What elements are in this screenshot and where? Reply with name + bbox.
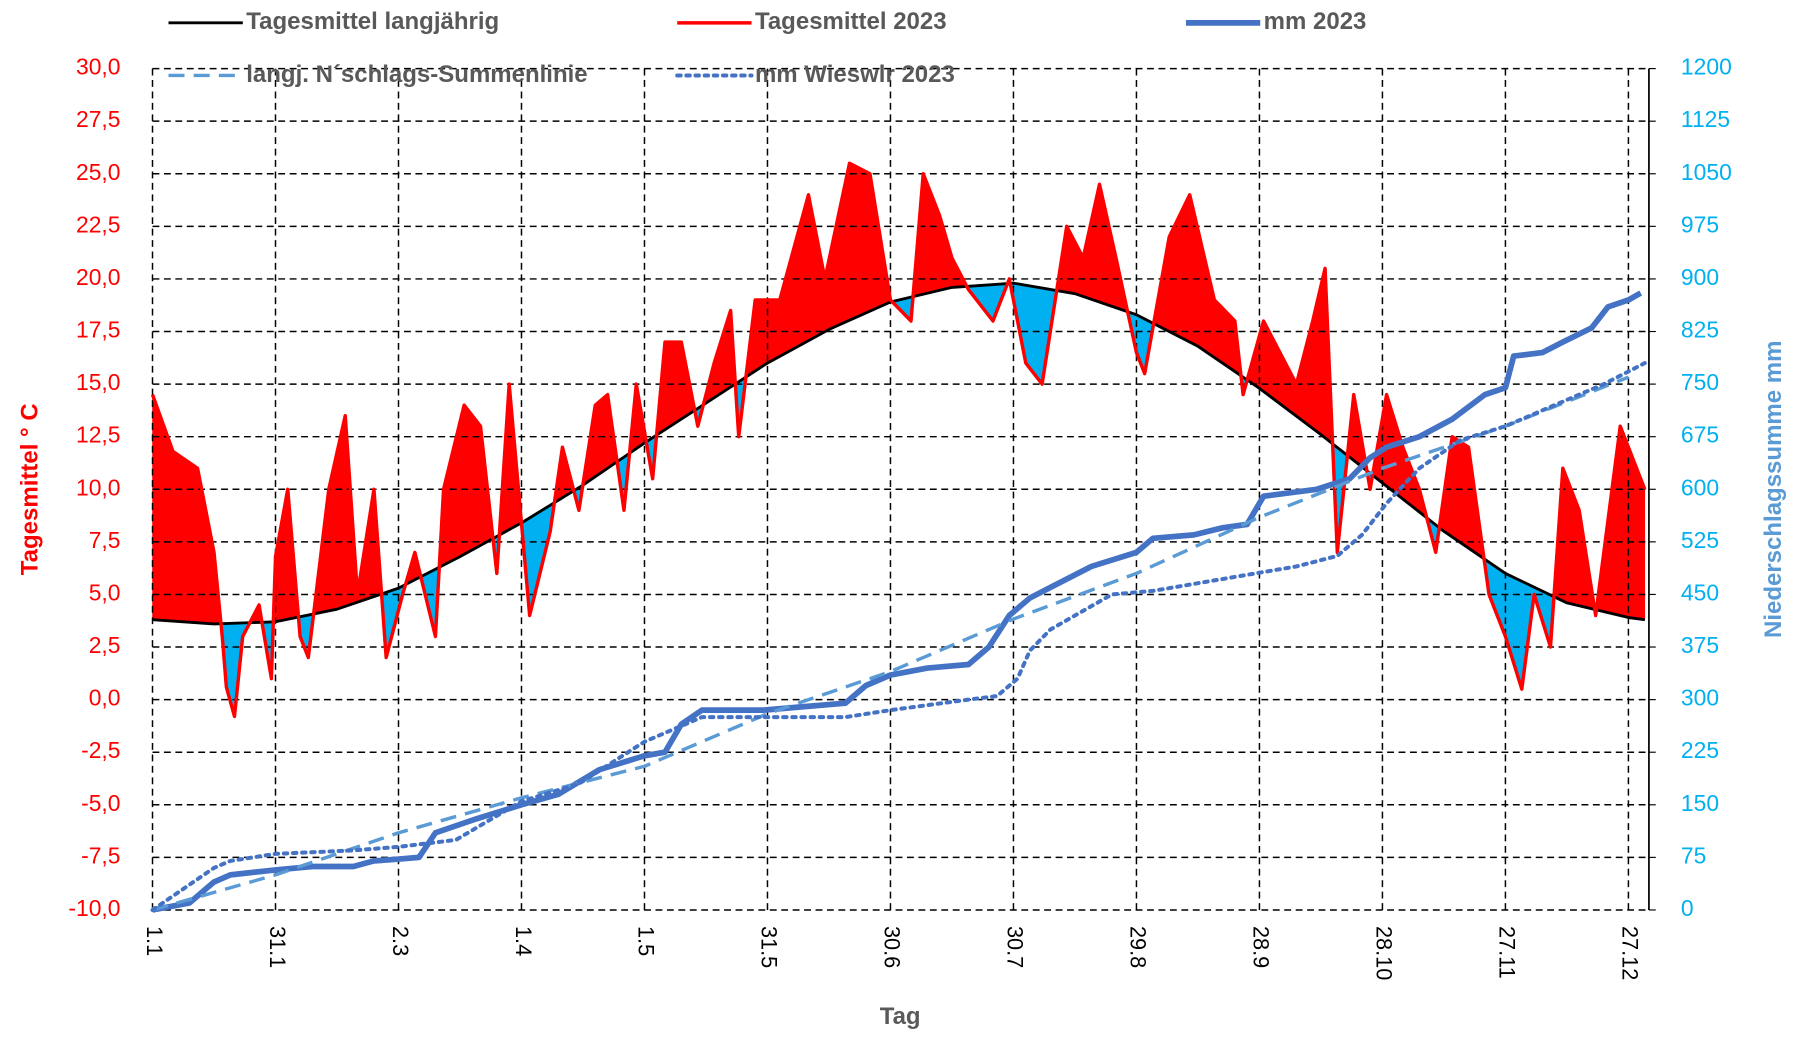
series-line (152, 375, 1630, 912)
legend-label: mm Wieswlr 2023 (755, 61, 955, 88)
series-line (151, 290, 1643, 913)
y2-tick-label: 525 (1681, 527, 1719, 553)
y2-tick-label: 0 (1681, 895, 1694, 921)
y-tick-label: 25,0 (76, 159, 121, 185)
y2-tick-label: 75 (1681, 842, 1706, 868)
y-tick-label: 10,0 (76, 474, 121, 500)
deviation-fills (152, 162, 1646, 717)
legend-label: langj. N´schlags-Summenlinie (246, 61, 587, 88)
y2-tick-label: 300 (1681, 685, 1719, 711)
y2-tick-label: 600 (1681, 474, 1719, 500)
deviation-fill (1189, 194, 1215, 358)
deviation-fill (1636, 468, 1646, 621)
y2-tick-label: 750 (1681, 369, 1719, 395)
y-tick-label: 20,0 (76, 264, 121, 290)
y-tick-label: 2,5 (89, 632, 121, 658)
y-tick-label: -5,0 (81, 790, 120, 816)
series-line (150, 161, 1647, 719)
y2-tick-label: 450 (1681, 579, 1719, 605)
legend-label: Tagesmittel langjährig (246, 8, 499, 35)
y-tick-label: 30,0 (76, 54, 121, 80)
deviation-fill (1505, 572, 1523, 690)
deviation-fill (594, 394, 608, 478)
x-tick-label: 2.3 (388, 926, 413, 956)
x-tick-label: 31.1 (265, 926, 290, 968)
y2-tick-label: 225 (1681, 737, 1719, 763)
deviation-fill (664, 341, 682, 431)
x-tick-label: 30.6 (880, 926, 905, 968)
y-axis-title: Tagesmittel ° C (17, 403, 44, 575)
deviation-fill (849, 162, 871, 321)
y-tick-label: 5,0 (89, 579, 121, 605)
x-tick-label: 28.9 (1249, 926, 1274, 968)
y2-tick-label: 1200 (1681, 54, 1732, 80)
x-tick-label: 1.1 (142, 926, 167, 956)
y-tick-label: 7,5 (89, 527, 121, 553)
x-tick-label: 1.4 (511, 926, 536, 956)
deviation-fill (463, 404, 481, 555)
deviation-fill (172, 450, 198, 624)
x-axis-title: Tag (880, 1003, 921, 1030)
legend-label: Tagesmittel 2023 (755, 8, 947, 35)
y-tick-label: 17,5 (76, 317, 121, 343)
deviation-fill (443, 405, 465, 566)
legend-label: mm 2023 (1264, 8, 1367, 35)
deviation-fill (1025, 284, 1043, 385)
y-tick-label: 27,5 (76, 106, 121, 132)
deviation-fill (1066, 226, 1084, 297)
x-tick-label: 31.5 (757, 926, 782, 968)
y2-tick-label: 675 (1681, 422, 1719, 448)
deviation-fill (1451, 436, 1469, 549)
x-tick-label: 30.7 (1003, 926, 1028, 968)
deviation-fill (152, 394, 174, 622)
y2-tick-label: 1125 (1681, 106, 1730, 132)
y2-tick-label: 150 (1681, 790, 1719, 816)
y2-axis-title: Niederschlagssumme mm (1760, 341, 1787, 638)
y2-tick-label: 1050 (1681, 159, 1732, 185)
y-tick-label: 12,5 (76, 422, 121, 448)
y2-tick-label: 375 (1681, 632, 1719, 658)
y-tick-label: -10,0 (68, 895, 120, 921)
x-tick-label: 27.11 (1495, 926, 1520, 979)
y-tick-label: -7,5 (81, 842, 120, 868)
x-tick-label: 27.12 (1618, 926, 1643, 980)
x-tick-label: 28.10 (1372, 926, 1397, 980)
y-tick-label: -2,5 (81, 737, 120, 763)
series-line (152, 281, 1645, 626)
x-tick-label: 29.8 (1126, 926, 1151, 968)
y2-tick-label: 975 (1681, 211, 1719, 237)
y-tick-label: 0,0 (89, 685, 121, 711)
y2-tick-label: 825 (1681, 317, 1719, 343)
y-tick-label: 22,5 (76, 211, 121, 237)
y2-tick-label: 900 (1681, 264, 1719, 290)
x-tick-label: 1.5 (634, 926, 659, 956)
y-tick-label: 15,0 (76, 369, 121, 395)
series-line (150, 361, 1647, 912)
